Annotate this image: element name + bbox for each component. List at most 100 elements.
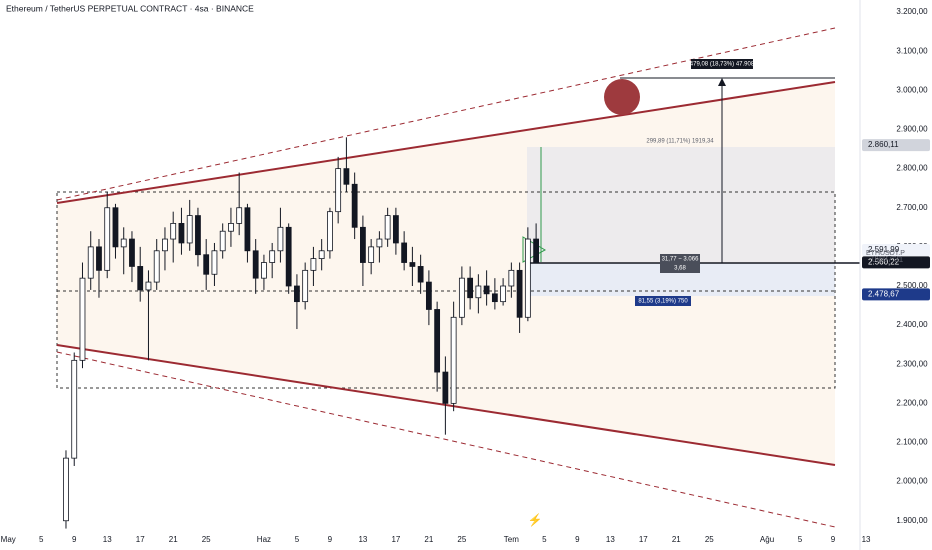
- y-tick-label: 2.300,00: [896, 359, 928, 368]
- candle-body: [327, 211, 333, 252]
- candle-body: [71, 359, 78, 459]
- y-tick-label: 2.000,00: [896, 477, 928, 486]
- candle-body: [219, 230, 226, 252]
- candle-body: [335, 168, 342, 213]
- annotation: 81,55 (3,19%) 750: [638, 299, 688, 305]
- x-tick-label: Ağu: [760, 535, 774, 544]
- candle-body: [401, 242, 408, 263]
- candle-body: [450, 316, 457, 404]
- price-label-box: [862, 139, 930, 152]
- candle-body: [285, 226, 292, 287]
- candle-body: [203, 254, 210, 275]
- arrow-head: [718, 78, 726, 86]
- candle-body: [178, 222, 185, 244]
- candle-body: [96, 246, 102, 271]
- candle-body: [195, 215, 201, 256]
- candle-body: [228, 222, 234, 232]
- candle-body: [120, 238, 127, 248]
- candle-body: [343, 168, 350, 185]
- x-tick-label: 25: [705, 535, 714, 544]
- candle-body: [211, 250, 218, 275]
- price-label-box: [862, 288, 930, 301]
- candle-body: [508, 269, 515, 287]
- y-tick-label: 3.200,00: [896, 7, 928, 16]
- annotation-box: [660, 254, 700, 264]
- y-tick-label: 3.000,00: [896, 85, 928, 94]
- x-tick-label: 21: [169, 535, 178, 544]
- annotation: 31,77 − 3.066: [662, 257, 700, 263]
- measure-box: [527, 147, 835, 262]
- trend-upper: [56, 81, 836, 204]
- symbol-label: ETHUSDT.P: [866, 250, 905, 257]
- x-tick-label: 5: [542, 535, 547, 544]
- candle-body: [112, 207, 119, 248]
- x-tick-label: 9: [328, 535, 333, 544]
- candle-body: [392, 215, 399, 244]
- event-icon: ⚡: [528, 513, 543, 527]
- annotation: 479,08 (18,73%) 47.908: [690, 62, 755, 68]
- candle-body: [79, 277, 86, 361]
- candle-body: [500, 285, 507, 303]
- candle-body: [318, 250, 325, 260]
- x-tick-label: 9: [72, 535, 77, 544]
- price-label: 2.860,11: [868, 140, 899, 149]
- x-tick-label: Haz: [257, 535, 271, 544]
- candle-body: [516, 269, 523, 318]
- annotation: 299,89 (11,71%) 1919,34: [646, 139, 714, 145]
- y-tick-label: 2.200,00: [896, 398, 928, 407]
- candle-body: [145, 281, 152, 291]
- candle-body: [467, 277, 474, 299]
- x-tick-label: 9: [831, 535, 836, 544]
- x-tick-label: 17: [639, 535, 648, 544]
- price-label-box: [862, 256, 930, 269]
- y-tick-label: 2.100,00: [896, 438, 928, 447]
- candle-body: [63, 457, 69, 522]
- price-label: 2.591,99: [868, 245, 900, 254]
- candle-body: [302, 269, 309, 303]
- candle-body: [442, 371, 449, 404]
- trend-lower-dashed: [56, 351, 836, 528]
- x-tick-label: May: [1, 535, 16, 544]
- price-label: 2.560,22: [868, 258, 900, 267]
- chart-title: Ethereum / TetherUS PERPETUAL CONTRACT ·…: [6, 3, 254, 13]
- trend-upper-dashed: [56, 27, 836, 201]
- candle-body: [475, 285, 482, 299]
- candle-body: [104, 207, 111, 271]
- x-tick-label: 13: [606, 535, 615, 544]
- x-tick-label: 25: [202, 535, 211, 544]
- candle-body: [261, 262, 267, 279]
- x-tick-label: 17: [136, 535, 145, 544]
- candle-body: [491, 293, 498, 303]
- y-tick-label: 3.100,00: [896, 46, 928, 55]
- annotation: 3,68: [674, 266, 686, 272]
- x-tick-label: 13: [358, 535, 367, 544]
- candle-body: [434, 309, 441, 373]
- candle-body: [351, 183, 358, 228]
- x-tick-label: 9: [575, 535, 580, 544]
- x-tick-label: Tem: [504, 535, 519, 544]
- target-circle: [604, 79, 640, 115]
- x-tick-label: 5: [39, 535, 44, 544]
- candle-body: [87, 246, 94, 279]
- candle-body: [137, 266, 144, 291]
- candle-body: [252, 250, 259, 279]
- x-tick-label: 13: [862, 535, 871, 544]
- candle-body: [458, 277, 465, 318]
- y-tick-label: 2.900,00: [896, 125, 928, 134]
- candle-body: [483, 285, 490, 295]
- candle-body: [186, 215, 193, 244]
- x-tick-label: 5: [295, 535, 300, 544]
- candle-body: [417, 266, 424, 283]
- x-tick-label: 21: [672, 535, 681, 544]
- candle-body: [409, 262, 416, 267]
- y-tick-label: 2.700,00: [896, 203, 928, 212]
- candle-body: [376, 238, 383, 248]
- price-label: 2.478,67: [868, 289, 900, 298]
- candle-body: [153, 250, 160, 283]
- annotation-box: [660, 263, 700, 273]
- candle-body: [162, 238, 168, 252]
- candle-body: [368, 246, 375, 263]
- candle-body: [244, 207, 251, 252]
- y-tick-label: 2.400,00: [896, 320, 928, 329]
